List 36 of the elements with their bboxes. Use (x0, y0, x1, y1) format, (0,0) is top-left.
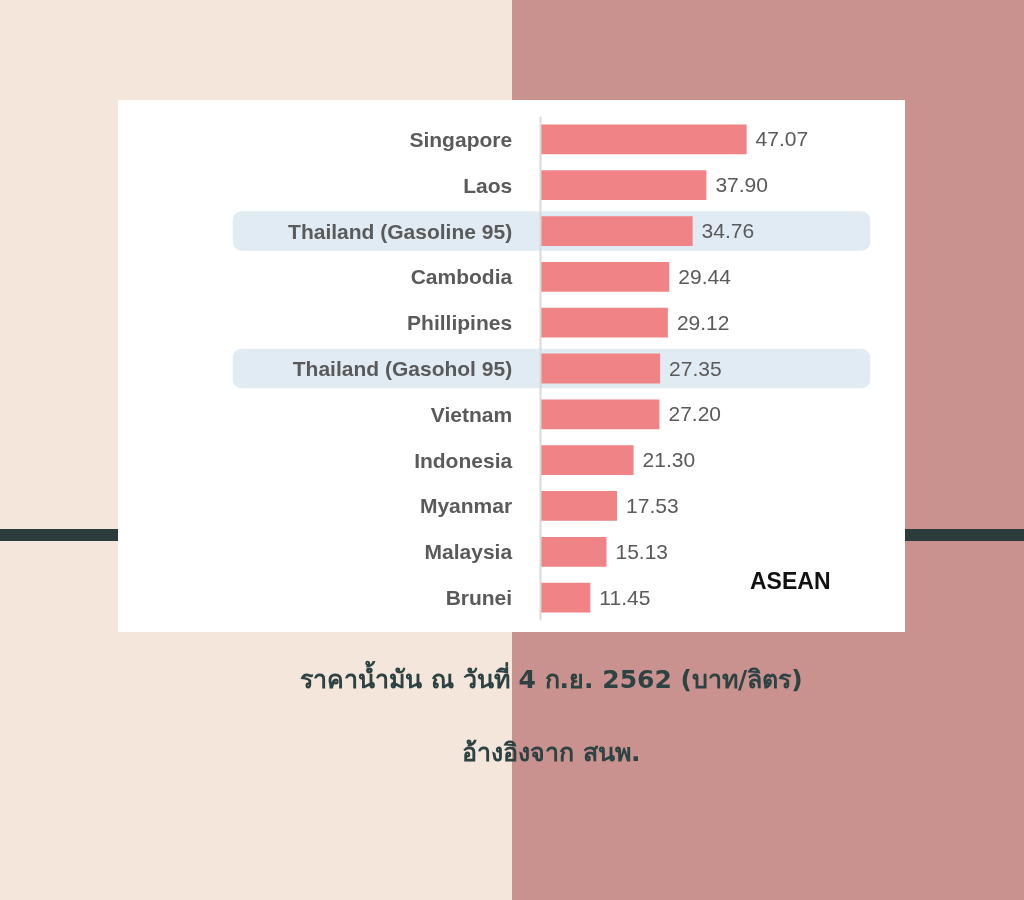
data-label: 17.53 (626, 493, 679, 517)
bar (540, 216, 693, 246)
y-tick-label: Thailand (Gasohol 95) (292, 357, 513, 380)
data-label: 47.07 (755, 127, 809, 151)
y-tick-label: Cambodia (410, 265, 513, 289)
y-tick-label: Laos (463, 173, 513, 197)
bar (540, 307, 668, 338)
y-tick-label: Vietnam (430, 402, 513, 426)
bar (540, 536, 607, 567)
bar (540, 582, 591, 613)
text: อ้างอิงจาก สนพ. (462, 737, 641, 767)
text: ราคาน้ำมัน ณ วันที่ 4 ก.ย. 2562 (บาท/ลิตร) (300, 659, 803, 694)
data-label: 27.20 (668, 402, 722, 426)
text: ASEAN (749, 567, 831, 594)
data-label: 29.12 (676, 310, 730, 334)
y-tick-label: Myanmar (419, 494, 513, 518)
data-label: 37.90 (715, 173, 768, 197)
data-label: 21.30 (642, 448, 696, 472)
bar (540, 445, 634, 476)
bar (540, 170, 707, 201)
y-tick-label: Malaysia (424, 540, 513, 564)
y-tick-label: Thailand (Gasoline 95) (288, 219, 513, 243)
bar (540, 353, 661, 384)
y-tick-label: Brunei (445, 586, 513, 610)
bar (540, 261, 670, 292)
bar (540, 491, 618, 521)
bar (540, 124, 747, 155)
y-tick-label: Phillipines (407, 311, 513, 335)
bar (540, 399, 660, 430)
y-tick-label: Indonesia (414, 448, 513, 472)
data-label: 11.45 (599, 585, 651, 609)
data-label: 29.44 (678, 264, 732, 288)
data-label: 27.35 (669, 356, 722, 380)
data-label: 15.13 (615, 539, 669, 563)
data-label: 34.76 (701, 219, 755, 243)
y-tick-label: Singapore (409, 127, 513, 151)
